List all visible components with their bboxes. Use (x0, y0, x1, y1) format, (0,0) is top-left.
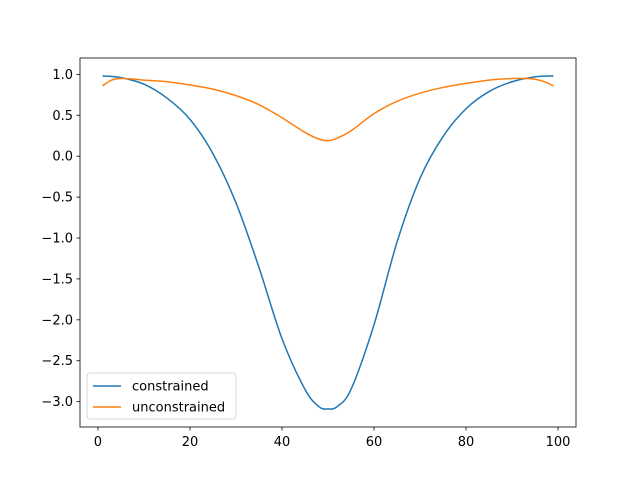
plot-lines (102, 75, 554, 410)
y-tick-label: −2.0 (41, 313, 73, 328)
plot-frame (79, 57, 577, 428)
y-axis: 1.0 0.5 0.0 −0.5 −1.0 −1.5 −2.0 −2.5 −3.0 (41, 68, 80, 410)
y-tick-label: 0.5 (52, 109, 73, 124)
x-tick-label: 40 (274, 435, 291, 450)
y-tick-label: −1.0 (41, 232, 73, 247)
y-tick-label: −1.5 (41, 272, 73, 287)
x-tick-label: 0 (94, 435, 102, 450)
y-tick-label: −2.5 (41, 354, 73, 369)
legend-label-unconstrained: unconstrained (132, 401, 225, 416)
y-tick-label: 0.0 (52, 150, 73, 165)
x-tick-label: 60 (366, 435, 383, 450)
x-tick-label: 20 (182, 435, 199, 450)
x-tick-label: 100 (546, 435, 571, 450)
legend: constrained unconstrained (86, 372, 237, 420)
y-tick-label: −0.5 (41, 191, 73, 206)
y-tick-label: −3.0 (41, 395, 73, 410)
y-tick-label: 1.0 (52, 68, 73, 83)
legend-box (86, 372, 237, 420)
legend-label-constrained: constrained (132, 380, 209, 395)
x-tick-label: 80 (458, 435, 475, 450)
x-axis: 0 20 40 60 80 100 (94, 427, 571, 450)
series-line-constrained (102, 75, 554, 410)
series-line-unconstrained (102, 77, 554, 142)
